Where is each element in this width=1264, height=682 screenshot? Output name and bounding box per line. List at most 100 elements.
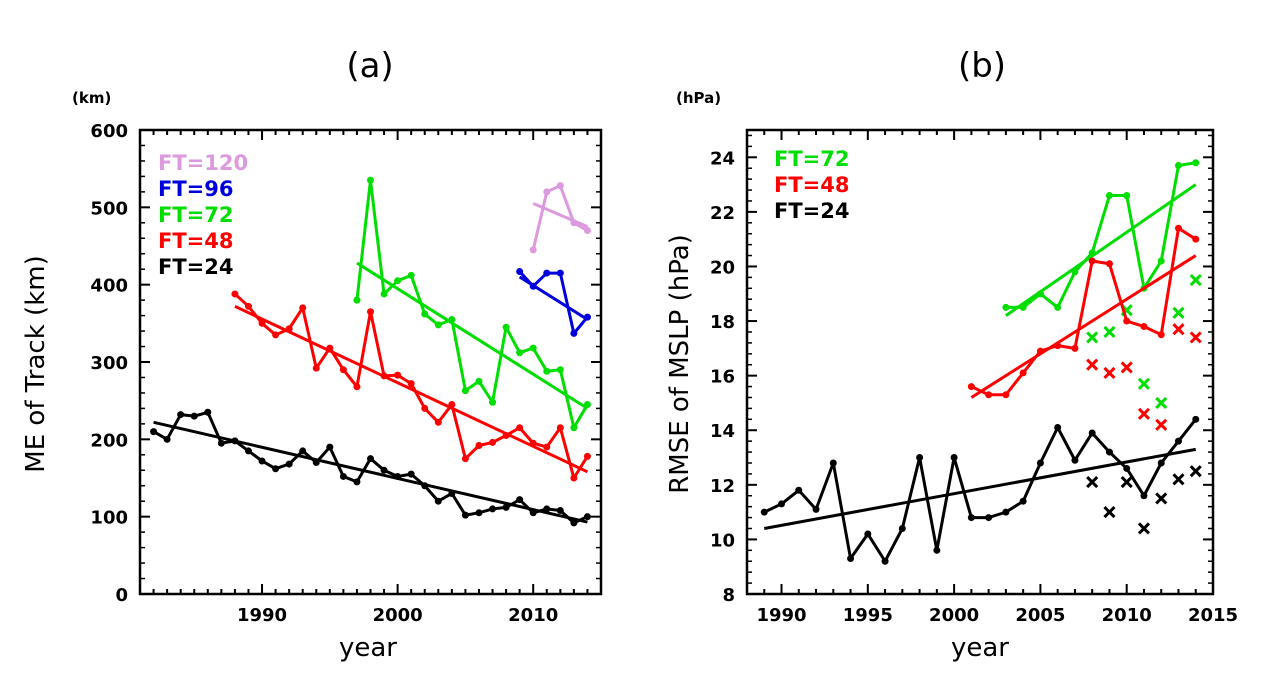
data-point (950, 454, 958, 462)
cross-marker (1172, 323, 1185, 336)
legend-entry: FT=96 (158, 177, 234, 201)
data-point (1036, 459, 1044, 467)
legend-entry: FT=72 (774, 147, 850, 171)
cross-marker (1120, 361, 1133, 374)
data-point (556, 424, 564, 432)
data-point (434, 418, 442, 426)
trend-line (970, 254, 1197, 399)
data-point (1105, 192, 1113, 200)
data-point (272, 465, 280, 473)
data-point (1123, 317, 1131, 325)
cross-marker (1120, 476, 1133, 489)
trend-line (1005, 183, 1197, 317)
data-point (353, 478, 361, 486)
series-line (1005, 161, 1196, 309)
data-point (150, 428, 158, 436)
data-point (231, 290, 239, 298)
data-point (475, 509, 483, 517)
data-point (163, 435, 171, 443)
cross-marker (1155, 492, 1168, 505)
data-point (778, 500, 786, 508)
data-point (326, 443, 334, 451)
data-point (1140, 323, 1148, 331)
panel-a-units: (km) (72, 89, 111, 107)
x-tick-label: 2010 (1102, 605, 1152, 626)
data-point (394, 371, 402, 379)
x-tick-label: 2005 (1015, 605, 1065, 626)
y-tick-label: 22 (710, 203, 735, 224)
data-point (434, 321, 442, 329)
panel-a-plot: 1990 2000 2010 0 100 200 300 400 500 600 (90, 121, 603, 626)
data-point (421, 310, 429, 318)
data-point (967, 383, 975, 391)
data-point (353, 383, 361, 391)
data-point (1192, 159, 1200, 167)
data-point (1174, 161, 1182, 169)
data-point (760, 508, 768, 516)
cross-marker (1172, 306, 1185, 319)
data-point (529, 344, 537, 352)
series-line (518, 270, 589, 335)
data-point (244, 302, 252, 310)
data-point (258, 457, 266, 465)
data-point (339, 366, 347, 374)
data-point (543, 367, 551, 375)
panel-a-y-axis-label: ME of Track (km) (21, 255, 51, 472)
legend-entry: FT=48 (158, 229, 234, 253)
data-point (299, 304, 307, 312)
data-point (1157, 257, 1165, 265)
data-point (529, 246, 537, 254)
cross-marker (1137, 407, 1151, 420)
data-point (543, 188, 551, 196)
data-point (516, 268, 524, 276)
y-tick-label: 500 (90, 198, 128, 219)
data-point (583, 452, 591, 460)
data-point (367, 455, 374, 463)
data-point (1123, 192, 1131, 200)
cross-marker (1086, 358, 1099, 371)
data-point (1019, 369, 1027, 377)
y-tick-label: 14 (710, 421, 735, 442)
data-point (407, 470, 415, 478)
data-point (258, 319, 266, 327)
data-point (217, 439, 225, 447)
y-tick-label: 100 (90, 508, 128, 529)
data-point (556, 506, 564, 514)
cross-marker (1086, 331, 1099, 344)
data-point (516, 424, 524, 432)
panel-b-units: (hPa) (676, 89, 721, 107)
data-point (434, 497, 442, 505)
data-point (312, 364, 320, 372)
x-tick-label: 1990 (756, 605, 806, 626)
data-point (847, 555, 855, 563)
panel-b-y-axis-label: RMSE of MSLP (hPa) (665, 234, 695, 494)
cross-marker (1155, 418, 1168, 431)
data-point (1157, 459, 1165, 467)
data-point (1019, 497, 1027, 505)
data-point (502, 503, 510, 511)
y-tick-label: 18 (710, 312, 735, 333)
data-point (570, 424, 578, 432)
cross-marker (1103, 325, 1116, 339)
data-point (583, 513, 591, 521)
data-point (421, 404, 429, 412)
data-point (204, 408, 212, 416)
cross-marker (1189, 331, 1202, 344)
data-point (489, 398, 497, 406)
data-point (1088, 257, 1096, 265)
legend-entry: FT=48 (774, 173, 850, 197)
cross-marker (1103, 506, 1116, 519)
x-tick-label: 2010 (508, 605, 558, 626)
trend-line (518, 275, 589, 321)
data-point (556, 269, 564, 277)
data-point (1105, 448, 1113, 456)
data-point (1088, 429, 1096, 437)
data-point (461, 387, 469, 395)
data-point (380, 466, 388, 474)
panel-a-title: (a) (346, 46, 393, 86)
data-point (502, 323, 510, 331)
data-point (1054, 303, 1062, 311)
x-tick-label: 1990 (237, 605, 287, 626)
